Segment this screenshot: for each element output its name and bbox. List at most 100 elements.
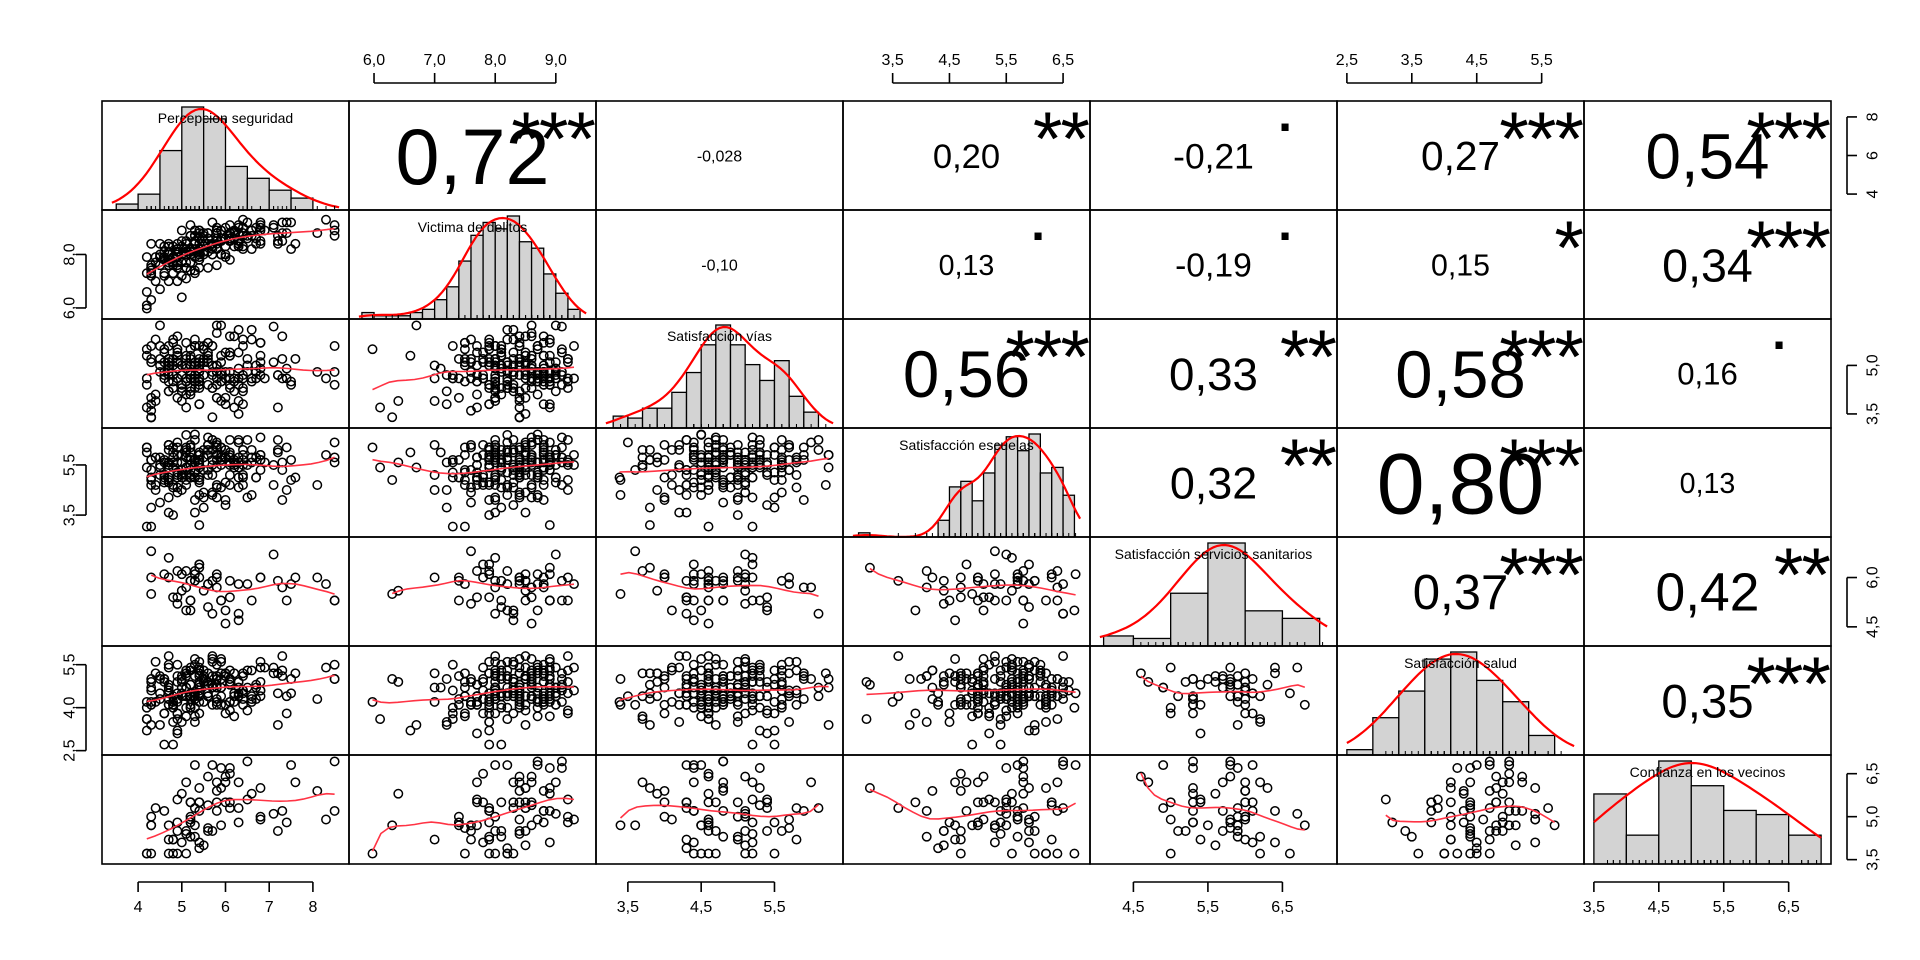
scatter-point xyxy=(189,820,200,831)
scatter-point xyxy=(961,694,972,705)
scatter-point xyxy=(185,386,196,397)
scatter-point xyxy=(989,696,1000,707)
scatter-point xyxy=(938,671,949,682)
scatter-point xyxy=(972,668,983,679)
scatter-point xyxy=(211,572,222,583)
scatter-point xyxy=(681,595,692,606)
scatter-point xyxy=(1240,797,1251,808)
scatter-point xyxy=(995,671,1006,682)
scatter-point xyxy=(211,805,222,816)
scatter-point xyxy=(146,341,157,351)
scatter-point xyxy=(1270,805,1280,816)
scatter-point xyxy=(681,797,692,808)
scatter-point xyxy=(172,244,183,255)
scatter-point xyxy=(1262,783,1273,793)
scatter-point xyxy=(229,711,240,722)
scatter-point xyxy=(490,665,501,676)
scatter-point xyxy=(203,826,213,836)
scatter-point xyxy=(1052,714,1063,725)
scatter-point xyxy=(168,268,179,279)
scatter-point xyxy=(159,470,170,480)
scatter-point xyxy=(732,834,743,845)
cell-1-4: -0,19. xyxy=(1089,195,1338,320)
scatter-point xyxy=(544,452,555,463)
scatter-point xyxy=(496,665,507,676)
significance-stars: *** xyxy=(1499,424,1583,509)
scatter-point xyxy=(1445,834,1456,845)
scatter-point xyxy=(1543,803,1554,814)
cell-5-5: Satisfacción salud xyxy=(1336,645,1585,756)
scatter-point xyxy=(514,341,525,351)
scatter-point xyxy=(776,475,787,485)
scatter-point xyxy=(277,495,288,505)
scatter-point xyxy=(703,696,714,707)
scatter-point xyxy=(447,467,458,478)
scatter-point xyxy=(681,608,692,619)
tick-label: 6,0 xyxy=(363,52,385,69)
variable-label: Satisfacción salud xyxy=(1404,655,1517,671)
scatter-point xyxy=(526,679,537,690)
scatter-point xyxy=(1165,662,1176,673)
scatter-point xyxy=(508,803,519,814)
scatter-point xyxy=(732,572,743,583)
scatter-point xyxy=(1052,777,1063,788)
scatter-point xyxy=(329,452,340,463)
scatter-point xyxy=(233,803,244,814)
scatter-point xyxy=(614,696,625,707)
scatter-point xyxy=(556,452,567,463)
scatter-point xyxy=(967,820,978,831)
scatter-point xyxy=(238,480,248,490)
scatter-point xyxy=(740,549,751,560)
scatter-point xyxy=(268,808,279,819)
scatter-point xyxy=(520,585,531,596)
scatter-point xyxy=(514,490,525,500)
scatter-point xyxy=(502,714,513,725)
scatter-point xyxy=(681,470,692,480)
scatter-point xyxy=(1426,817,1437,828)
scatter-point xyxy=(141,848,152,859)
scatter-point xyxy=(484,462,495,473)
scatter-point xyxy=(1549,820,1560,831)
scatter-point xyxy=(1530,837,1541,848)
scatter-point xyxy=(514,396,525,406)
scatter-point xyxy=(1018,671,1029,682)
scatter-point xyxy=(526,777,537,788)
scatter-point xyxy=(181,711,192,722)
scatter-point xyxy=(532,688,543,699)
scatter-point xyxy=(1001,763,1012,773)
scatter-point xyxy=(312,366,323,377)
scatter-point xyxy=(955,768,966,779)
scatter-point xyxy=(150,276,161,287)
scatter-point xyxy=(459,711,470,722)
scatter-point xyxy=(484,592,495,603)
scatter-point xyxy=(798,495,809,505)
scatter-point xyxy=(321,373,331,384)
scatter-point xyxy=(967,688,978,699)
cell-2-4: 0,33 ** xyxy=(1089,315,1338,429)
scatter-point xyxy=(1012,831,1023,842)
scatter-point xyxy=(198,341,209,351)
scatter-point xyxy=(696,665,707,676)
scatter-point xyxy=(224,592,235,603)
scatter-point xyxy=(1041,848,1051,859)
scatter-point xyxy=(978,605,989,616)
scatter-point xyxy=(718,595,729,606)
scatter-point xyxy=(198,585,209,596)
scatter-point xyxy=(466,353,476,364)
scatter-point xyxy=(747,665,758,676)
scatter-point xyxy=(910,708,921,719)
scatter-point xyxy=(950,699,961,710)
variable-label: Victima de delitos xyxy=(418,219,527,235)
scatter-point xyxy=(490,480,501,490)
density-line xyxy=(605,325,834,425)
scatter-point xyxy=(459,848,470,859)
correlation-value: 0,20 xyxy=(933,138,1000,176)
scatter-point xyxy=(754,439,765,450)
scatter-point xyxy=(1001,656,1012,667)
scatter-point xyxy=(1058,579,1069,590)
scatter-point xyxy=(769,739,780,750)
smoother-line xyxy=(146,227,335,275)
scatter-point xyxy=(224,366,235,377)
scatter-point xyxy=(496,341,507,351)
scatter-point xyxy=(644,502,655,513)
